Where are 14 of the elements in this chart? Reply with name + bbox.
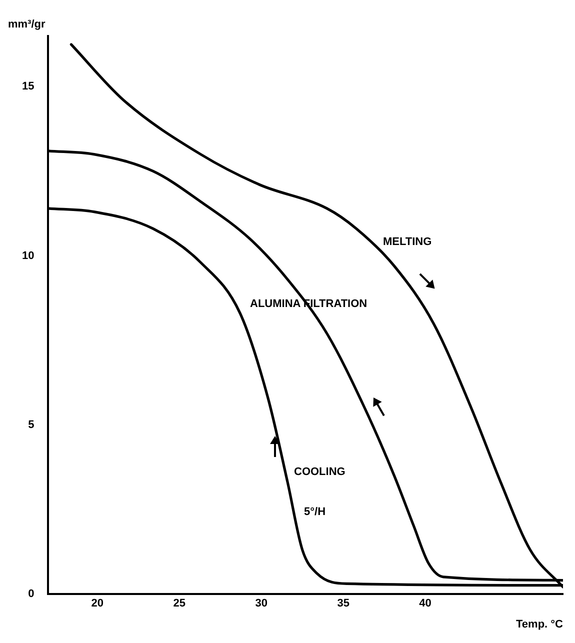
y-tick-label: 15 [22,80,34,93]
x-tick-label: 30 [255,597,268,610]
x-tick-label: 35 [337,597,350,610]
annotation: COOLING [294,466,346,478]
y-axis-title: mm³/gr [8,18,46,31]
y-tick-label: 10 [22,250,34,262]
x-tick-label: 20 [91,597,104,610]
x-axis-title: Temp. °C [516,618,564,631]
x-tick-label: 25 [173,597,186,610]
y-tick-label: 0 [28,588,34,600]
y-tick-label: 5 [28,418,34,431]
annotation: 5°/H [304,506,326,518]
annotation: MELTING [383,236,432,248]
x-tick-label: 40 [419,597,432,610]
